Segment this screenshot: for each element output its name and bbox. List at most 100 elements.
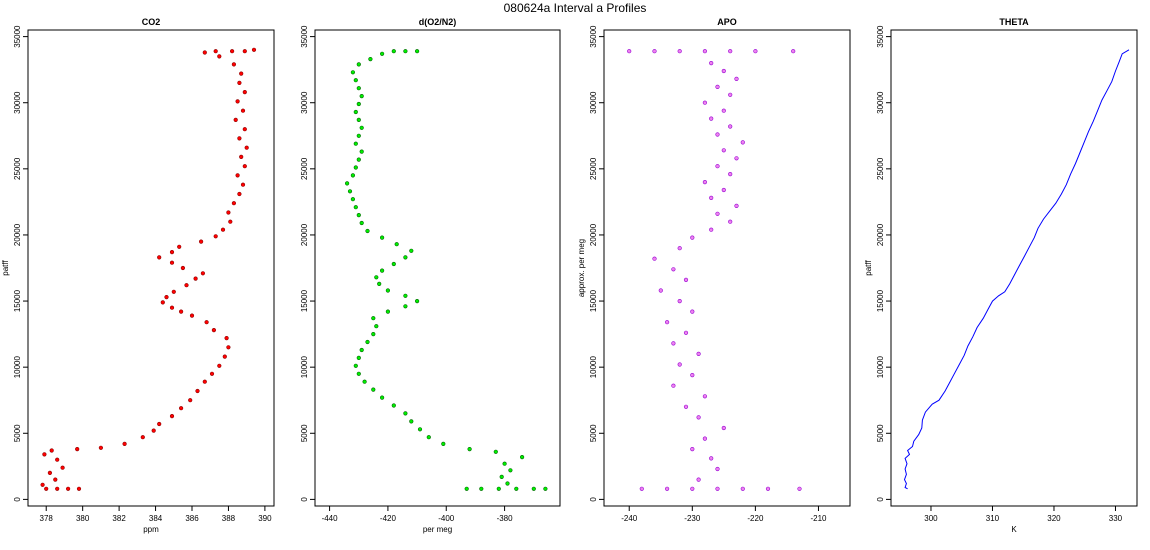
apo-data-point bbox=[658, 288, 663, 293]
co2-data-point bbox=[233, 117, 238, 122]
apo-data-point bbox=[702, 180, 708, 185]
co2-data-point bbox=[98, 445, 103, 450]
o2n2-data-point bbox=[371, 332, 376, 337]
theta-x-tick-label: 320 bbox=[1047, 514, 1061, 523]
o2n2-data-point bbox=[350, 173, 356, 178]
apo-data-point bbox=[664, 320, 670, 325]
co2-data-point bbox=[188, 398, 193, 403]
co2-data-point bbox=[217, 363, 222, 368]
apo-data-point bbox=[728, 49, 733, 54]
o2n2-data-point bbox=[467, 447, 472, 452]
co2-data-point bbox=[251, 47, 257, 52]
theta-x-tick-label: 310 bbox=[986, 514, 1000, 523]
co2-data-point bbox=[209, 371, 215, 376]
o2n2-data-point bbox=[426, 435, 431, 440]
apo-data-point bbox=[671, 383, 676, 388]
co2-data-point bbox=[237, 136, 242, 141]
o2n2-plot-frame bbox=[314, 29, 561, 507]
theta-plot-frame bbox=[890, 29, 1138, 507]
o2n2-data-point bbox=[356, 101, 361, 107]
apo-data-point bbox=[721, 68, 726, 74]
co2-data-point bbox=[244, 145, 249, 150]
co2-data-point bbox=[157, 421, 162, 427]
co2-data-point bbox=[151, 428, 156, 433]
co2-data-point bbox=[164, 295, 169, 300]
o2n2-data-point bbox=[417, 427, 423, 432]
apo-data-point bbox=[702, 436, 708, 441]
apo-x-tick-label: -220 bbox=[747, 514, 764, 523]
o2n2-data-point bbox=[359, 347, 364, 353]
co2-y-tick-label: 20000 bbox=[13, 223, 22, 246]
apo-data-point bbox=[797, 486, 802, 491]
co2-data-point bbox=[222, 354, 227, 359]
o2n2-data-point bbox=[353, 363, 358, 368]
co2-y-tick-label: 15000 bbox=[13, 289, 22, 312]
co2-data-point bbox=[169, 250, 175, 255]
co2-data-point bbox=[184, 283, 189, 288]
co2-data-point bbox=[169, 305, 175, 310]
theta-y-tick-label: 15000 bbox=[876, 289, 885, 312]
theta-y-tick-label: 0 bbox=[876, 497, 885, 502]
o2n2-data-point bbox=[380, 395, 385, 400]
apo-data-point bbox=[677, 299, 682, 304]
apo-data-point bbox=[664, 486, 670, 491]
o2n2-data-point bbox=[362, 379, 367, 384]
o2n2-data-point bbox=[374, 275, 379, 280]
co2-data-point bbox=[60, 465, 65, 470]
apo-data-point bbox=[652, 49, 657, 54]
o2n2-y-tick-label: 15000 bbox=[300, 289, 309, 312]
theta-y-tick-label: 35000 bbox=[876, 25, 885, 48]
co2-data-point bbox=[140, 435, 145, 440]
apo-data-point bbox=[690, 373, 695, 378]
co2-y-tick-label: 0 bbox=[13, 497, 22, 502]
o2n2-data-point bbox=[356, 157, 361, 162]
o2n2-data-point bbox=[359, 220, 364, 226]
co2-data-point bbox=[239, 154, 244, 159]
co2-data-point bbox=[242, 49, 247, 54]
apo-data-point bbox=[690, 235, 695, 240]
co2-x-tick-label: 388 bbox=[222, 514, 236, 523]
co2-data-point bbox=[189, 313, 195, 318]
co2-data-point bbox=[213, 234, 218, 239]
apo-data-point bbox=[683, 277, 689, 283]
co2-x-tick-label: 378 bbox=[40, 514, 54, 523]
o2n2-panel: d(O2/N2) -440 -420 -400 -380 0 5000 10000 15000 2… bbox=[300, 17, 561, 534]
o2n2-data-point bbox=[496, 486, 501, 491]
apo-data-point bbox=[734, 76, 739, 81]
co2-data-point bbox=[160, 300, 165, 305]
co2-data-point bbox=[179, 406, 184, 411]
o2n2-data-point bbox=[403, 49, 408, 54]
o2n2-data-point bbox=[347, 189, 353, 194]
co2-data-point bbox=[49, 448, 54, 453]
co2-data-point bbox=[75, 447, 80, 452]
apo-data-point bbox=[639, 486, 644, 491]
co2-plot-frame bbox=[27, 29, 275, 507]
o2n2-data-point bbox=[415, 299, 420, 304]
o2n2-data-point bbox=[353, 205, 358, 210]
o2n2-data-point bbox=[493, 449, 498, 454]
apo-data-point bbox=[627, 49, 632, 54]
theta-x-tick-label: 300 bbox=[924, 514, 938, 523]
apo-data-point bbox=[721, 187, 726, 193]
co2-x-tick-label: 386 bbox=[185, 514, 199, 523]
co2-data-point bbox=[122, 441, 127, 447]
apo-data-point bbox=[715, 132, 720, 137]
co2-data-point bbox=[228, 219, 233, 224]
o2n2-data-point bbox=[380, 51, 385, 56]
o2n2-data-point bbox=[371, 387, 376, 392]
o2n2-data-point bbox=[353, 78, 358, 83]
apo-y-tick-label: 10000 bbox=[589, 355, 598, 378]
co2-data-point bbox=[217, 54, 222, 59]
apo-data-point bbox=[709, 227, 714, 232]
apo-y-tick-label: 35000 bbox=[589, 25, 598, 48]
o2n2-x-tick-label: -420 bbox=[380, 514, 397, 523]
co2-data-point bbox=[169, 414, 175, 419]
o2n2-data-point bbox=[505, 481, 510, 486]
o2n2-data-point bbox=[356, 371, 361, 376]
co2-data-point bbox=[235, 99, 240, 104]
apo-data-point bbox=[728, 124, 733, 129]
apo-data-point bbox=[702, 49, 708, 54]
co2-x-tick-label: 382 bbox=[112, 514, 126, 523]
apo-panel: APO -240 -230 -220 -210 0 5000 10000 15000 20000 2… bbox=[577, 17, 851, 523]
